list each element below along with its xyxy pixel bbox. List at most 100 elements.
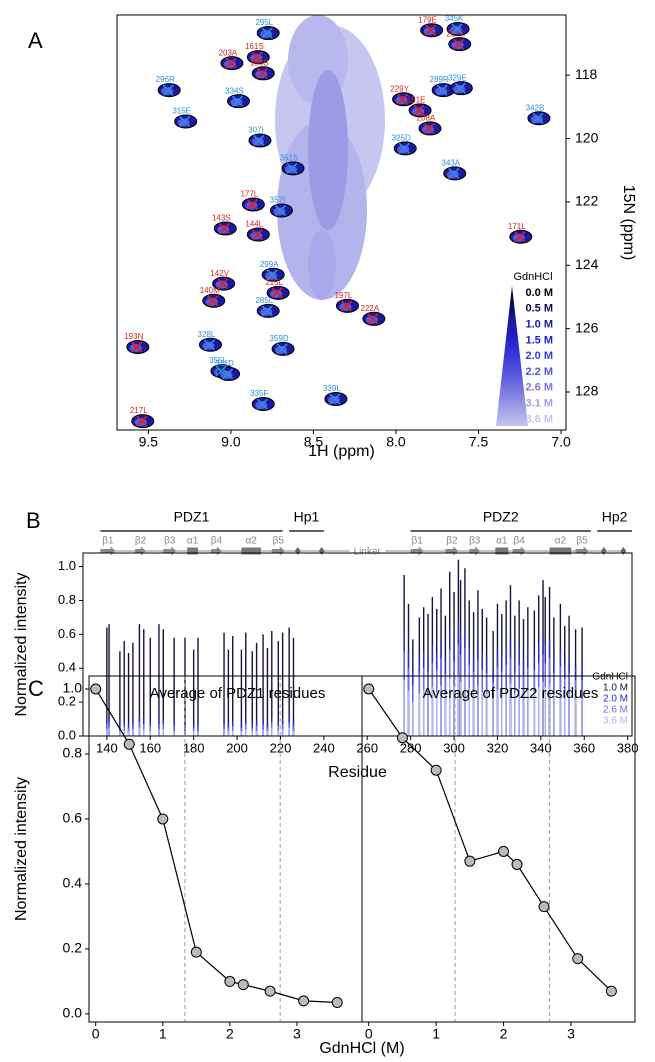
- legend-label: 2.6 M: [525, 382, 553, 394]
- peak-cross: [253, 134, 265, 147]
- peak-cross: [251, 51, 263, 63]
- data-point: [572, 953, 584, 965]
- alpha-helix: [495, 547, 509, 555]
- bar: [123, 730, 125, 736]
- peak-label: 142V: [210, 269, 229, 278]
- alpha-helix: [187, 547, 199, 555]
- data-point: [224, 975, 236, 987]
- peak-label: 295L: [255, 18, 273, 27]
- x-tick-label: 1: [159, 1026, 167, 1042]
- bar: [232, 730, 234, 736]
- y-tick-label: 1.0: [58, 558, 76, 573]
- turn: [294, 547, 301, 555]
- bar: [581, 698, 583, 736]
- structure-label: β4: [211, 536, 223, 547]
- bar: [288, 727, 290, 736]
- peak-cross: [136, 415, 148, 427]
- data-point: [363, 683, 375, 695]
- peak-label: 196S: [250, 58, 269, 67]
- bar: [227, 730, 230, 736]
- data-point: [264, 985, 276, 997]
- bar: [403, 680, 405, 736]
- peak-cross: [256, 67, 268, 79]
- peak-cross: [217, 278, 229, 290]
- bar: [518, 688, 520, 736]
- domain-label: PDZ2: [483, 509, 519, 525]
- x-tick-label: 240: [313, 740, 335, 755]
- bar: [251, 651, 253, 736]
- bar: [138, 727, 141, 736]
- peak-label: 329E: [448, 73, 467, 82]
- linker-label: Linker: [354, 547, 382, 558]
- structure-label: β3: [164, 536, 176, 547]
- bar: [240, 649, 243, 736]
- y-tick-label: 118: [575, 66, 598, 82]
- peak-label: 222A: [361, 304, 380, 313]
- x-tick-label: 3: [567, 1026, 575, 1042]
- x-tick-label: 8.0: [386, 434, 406, 450]
- bar: [173, 730, 175, 736]
- peak-label: 343A: [441, 159, 460, 168]
- data-point: [157, 813, 169, 825]
- y-tick-label: 1.0: [63, 680, 83, 696]
- bar: [533, 691, 536, 736]
- bar: [227, 649, 230, 736]
- bar: [418, 693, 421, 736]
- bar: [544, 686, 546, 736]
- data-point: [123, 738, 135, 750]
- peak-cross: [340, 300, 353, 312]
- peak-label: 307I: [248, 126, 264, 135]
- peak-cross: [398, 142, 410, 154]
- peak-label: 342B: [526, 103, 545, 112]
- bar: [501, 693, 503, 736]
- bar: [266, 647, 269, 736]
- peak-label: 229Y: [390, 84, 409, 93]
- beta-strand: [512, 546, 526, 556]
- peak-label: 215L: [265, 278, 283, 287]
- panel-letter: A: [28, 28, 43, 53]
- peak-label: 151E: [407, 95, 426, 104]
- y-axis-label: 15N (ppm): [620, 185, 637, 261]
- peak-cross: [215, 365, 227, 377]
- peak-label: 296R: [156, 75, 175, 84]
- peak-label: 339L: [323, 384, 341, 393]
- bar: [149, 730, 151, 736]
- structure-label: β5: [576, 536, 588, 547]
- y-tick-label: 0.4: [58, 660, 76, 675]
- structure-label: β3: [469, 536, 481, 547]
- x-tick-label: 3: [293, 1026, 301, 1042]
- x-tick-label: 300: [443, 740, 465, 755]
- peak-cross: [274, 204, 286, 217]
- peak-label: 208A: [417, 114, 436, 123]
- domain-label: Hp1: [294, 509, 320, 525]
- bar: [262, 729, 264, 736]
- bar: [537, 686, 540, 736]
- bar: [262, 634, 264, 736]
- bar: [509, 683, 512, 736]
- domain-label: PDZ1: [174, 509, 210, 525]
- panel-title: Average of PDZ2 residues: [423, 685, 599, 702]
- x-tick-label: 320: [487, 740, 509, 755]
- bar: [505, 688, 507, 736]
- peak-cross: [448, 167, 460, 179]
- bar: [197, 730, 199, 736]
- peak-cross: [266, 269, 278, 281]
- x-tick-label: 200: [226, 740, 248, 755]
- peak-cross: [514, 231, 526, 243]
- peak-cross: [231, 95, 244, 107]
- data-point: [511, 858, 523, 870]
- x-tick-label: 0: [92, 1026, 100, 1042]
- x-tick-label: 2: [226, 1026, 234, 1042]
- bar: [485, 693, 488, 736]
- data-point: [190, 946, 202, 958]
- peak-label: 179E: [418, 15, 437, 24]
- bar: [106, 729, 108, 736]
- peak-label: 144L: [245, 220, 263, 229]
- random-coil-region: [308, 70, 348, 230]
- bar: [245, 729, 247, 736]
- bar: [431, 686, 434, 736]
- legend-label: 3.6 M: [603, 716, 628, 727]
- legend-label: 1.0 M: [525, 319, 553, 331]
- peak-cross: [367, 313, 379, 325]
- x-axis-label: 1H (ppm): [308, 443, 375, 460]
